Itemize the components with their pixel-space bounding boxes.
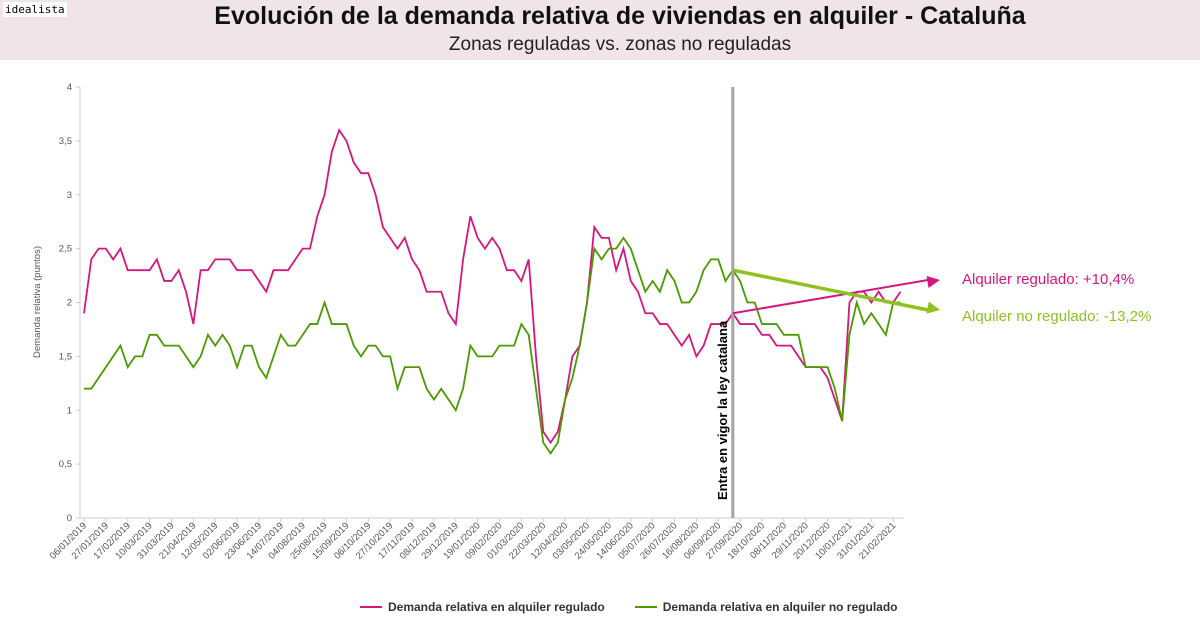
y-tick-label: 1 (67, 405, 72, 416)
trend-arrow-non-regulated-head (926, 301, 940, 314)
legend-item-regulated: Demanda relativa en alquiler regulado (360, 600, 605, 614)
y-tick-label: 2 (67, 298, 72, 309)
y-tick-label: 3,5 (59, 136, 72, 147)
trend-arrow-non-regulated (732, 268, 929, 312)
trend-arrow-regulated (732, 279, 929, 315)
legend-label: Demanda relativa en alquiler no regulado (662, 600, 898, 614)
legend-item-non-regulated: Demanda relativa en alquiler no regulado (634, 600, 898, 614)
legend-swatch (634, 606, 657, 608)
y-tick-label: 3 (67, 190, 72, 201)
idealista-logo: idealista (3, 2, 67, 17)
chart-subtitle: Zonas reguladas vs. zonas no reguladas (448, 34, 792, 55)
legend-swatch (360, 606, 382, 608)
y-tick-label: 2,5 (59, 244, 72, 255)
series-line-regulated (83, 128, 902, 445)
chart-title: Evolución de la demanda relativa de vivi… (214, 2, 1026, 30)
y-tick-label: 0 (67, 513, 72, 524)
y-axis-label: Demanda relativa (puntos) (32, 246, 43, 358)
y-tick-label: 1,5 (59, 351, 72, 362)
legend: Demanda relativa en alquiler regulado De… (360, 600, 897, 614)
trend-arrow-regulated-head (926, 275, 940, 289)
header-band: idealista Evolución de la demanda relati… (0, 0, 1200, 60)
legend-label: Demanda relativa en alquiler regulado (388, 600, 605, 614)
annotation-non-regulated: Alquiler no regulado: -13,2% (962, 308, 1151, 325)
event-line-label: Entra en vigor la ley catalana (715, 320, 730, 500)
y-tick-label: 4 (67, 82, 72, 93)
y-tick-label: 0,5 (59, 459, 72, 470)
annotation-regulated: Alquiler regulado: +10,4% (962, 271, 1134, 288)
